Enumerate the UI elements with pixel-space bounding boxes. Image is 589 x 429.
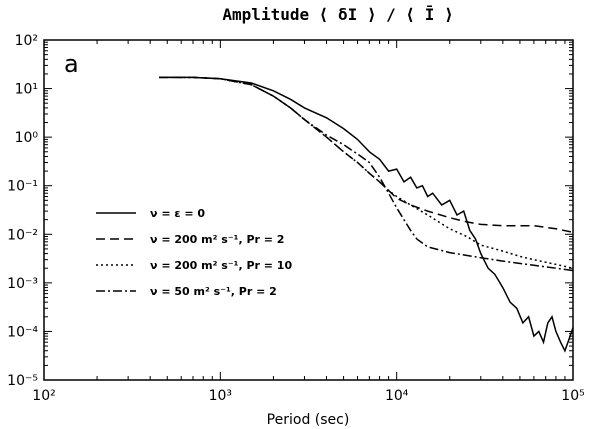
y-tick-label: 10⁻⁵ <box>7 373 38 389</box>
axis-ticks <box>44 40 573 380</box>
legend-label: ν = 50 m² s⁻¹, Pr = 2 <box>150 285 277 298</box>
y-tick-labels: 10² 10¹ 10⁰ 10⁻¹ 10⁻² 10⁻³ 10⁻⁴ 10⁻⁵ <box>7 33 38 389</box>
x-tick-label: 10² <box>32 388 55 404</box>
panel-label: a <box>64 50 79 78</box>
legend: ν = ε = 0 ν = 200 m² s⁻¹, Pr = 2 ν = 200 m… <box>96 207 292 298</box>
legend-label: ν = ε = 0 <box>150 207 205 220</box>
legend-label: ν = 200 m² s⁻¹, Pr = 2 <box>150 233 284 246</box>
y-tick-label: 10² <box>15 33 38 49</box>
x-tick-label: 10³ <box>209 388 232 404</box>
y-tick-label: 10¹ <box>15 82 38 98</box>
x-tick-labels: 10² 10³ 10⁴ 10⁵ <box>32 388 584 404</box>
y-tick-label: 10⁻² <box>7 227 38 243</box>
plot-frame <box>44 40 573 380</box>
x-tick-label: 10⁵ <box>561 388 584 404</box>
chart-title: Amplitude ⟨ δI ⟩ / ⟨ Ī ⟩ <box>222 4 453 24</box>
series-line-1 <box>159 77 573 350</box>
y-tick-label: 10⁻¹ <box>7 179 38 195</box>
y-tick-label: 10⁻³ <box>7 276 38 292</box>
x-axis-title: Period (sec) <box>267 412 350 428</box>
legend-label: ν = 200 m² s⁻¹, Pr = 10 <box>150 259 292 272</box>
y-tick-label: 10⁰ <box>15 130 39 146</box>
y-tick-label: 10⁻⁴ <box>7 324 38 340</box>
series-lines <box>159 77 573 350</box>
series-line-2 <box>159 77 573 232</box>
x-tick-label: 10⁴ <box>385 388 409 404</box>
